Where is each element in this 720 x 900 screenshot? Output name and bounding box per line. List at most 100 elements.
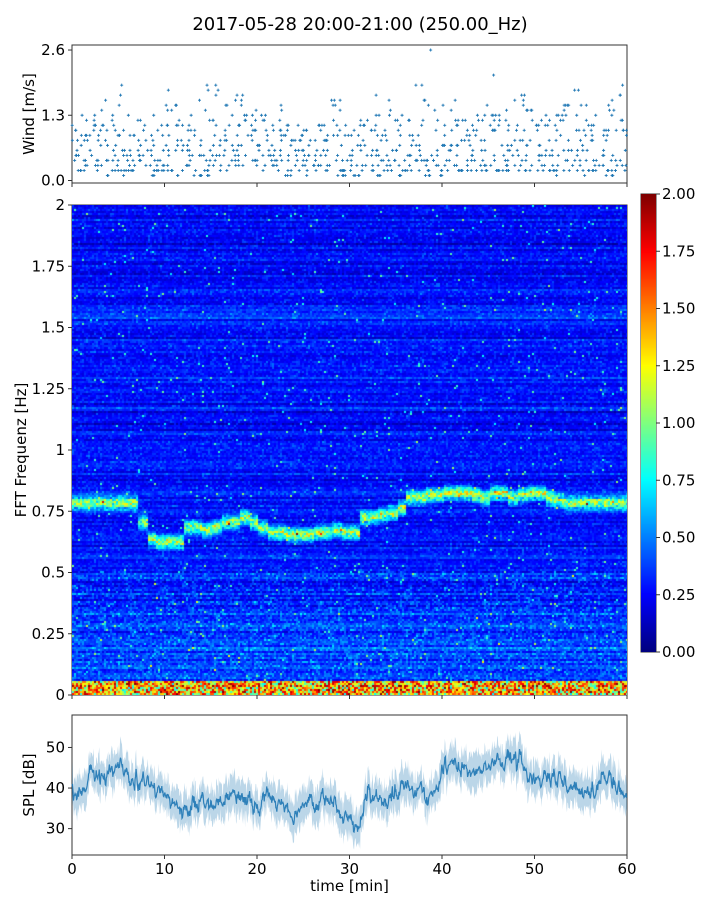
wind-point	[344, 123, 348, 127]
wind-point	[256, 143, 260, 147]
wind-point	[301, 158, 305, 162]
wind-point	[581, 143, 585, 147]
wind-point	[528, 138, 532, 142]
wind-point	[381, 158, 385, 162]
wind-point	[601, 163, 605, 167]
wind-point	[193, 128, 197, 132]
wind-point	[624, 163, 628, 167]
wind-point	[261, 153, 265, 157]
wind-point	[469, 168, 473, 172]
wind-point	[333, 103, 337, 107]
wind-point	[263, 113, 267, 117]
wind-point	[203, 108, 207, 112]
wind-point	[361, 138, 365, 142]
wind-point	[326, 133, 330, 137]
wind-point	[505, 163, 509, 167]
wind-point	[355, 163, 359, 167]
x-tick-label: 0	[67, 860, 77, 878]
wind-point	[551, 163, 555, 167]
wind-point	[610, 168, 614, 172]
wind-point	[335, 123, 339, 127]
wind-point	[244, 118, 248, 122]
wind-point	[300, 133, 304, 137]
wind-point	[590, 123, 594, 127]
wind-point	[271, 128, 275, 132]
wind-point	[245, 113, 249, 117]
wind-point	[388, 108, 392, 112]
wind-point	[350, 153, 354, 157]
wind-point	[577, 128, 581, 132]
wind-point	[460, 138, 464, 142]
wind-point	[139, 143, 143, 147]
wind-point	[475, 113, 479, 117]
wind-point	[161, 148, 165, 152]
wind-point	[270, 158, 274, 162]
colorbar	[641, 194, 656, 652]
wind-point	[349, 163, 353, 167]
wind-point	[187, 148, 191, 152]
wind-point	[141, 153, 145, 157]
wind-point	[148, 163, 152, 167]
wind-point	[307, 143, 311, 147]
wind-point	[352, 128, 356, 132]
wind-point	[497, 113, 501, 117]
wind-point	[324, 153, 328, 157]
x-tick-label: 30	[340, 860, 359, 878]
wind-point	[611, 153, 615, 157]
spl-spread-band	[72, 730, 627, 850]
wind-point	[385, 153, 389, 157]
wind-point	[278, 148, 282, 152]
wind-point	[284, 133, 288, 137]
wind-point	[239, 98, 243, 102]
wind-point	[483, 163, 487, 167]
wind-point	[117, 103, 121, 107]
wind-point	[275, 163, 279, 167]
wind-point	[583, 173, 587, 177]
wind-point	[213, 133, 217, 137]
wind-point	[186, 128, 190, 132]
wind-point	[535, 128, 539, 132]
wind-point	[231, 148, 235, 152]
wind-point	[604, 173, 608, 177]
wind-point	[184, 163, 188, 167]
colorbar-tick-label: 1.50	[662, 300, 695, 318]
axes-frame	[71, 44, 628, 184]
wind-point	[92, 118, 96, 122]
wind-point	[395, 118, 399, 122]
wind-point	[618, 158, 622, 162]
wind-point	[155, 168, 159, 172]
spl-line	[71, 748, 628, 834]
wind-point	[111, 148, 115, 152]
wind-point	[480, 148, 484, 152]
wind-point	[214, 93, 218, 97]
wind-point	[322, 148, 326, 152]
wind-point	[338, 108, 342, 112]
wind-point	[295, 158, 299, 162]
wind-point	[506, 128, 510, 132]
wind-point	[153, 158, 157, 162]
wind-point	[479, 163, 483, 167]
wind-point	[315, 148, 319, 152]
wind-point	[216, 88, 220, 92]
wind-point	[339, 143, 343, 147]
y-tick-label: 0.5	[41, 564, 65, 582]
wind-point	[536, 168, 540, 172]
wind-point	[548, 168, 552, 172]
wind-point	[103, 138, 107, 142]
wind-point	[327, 163, 331, 167]
wind-point	[279, 103, 283, 107]
wind-point	[234, 98, 238, 102]
wind-point	[614, 128, 618, 132]
wind-point	[560, 113, 564, 117]
wind-point	[579, 138, 583, 142]
wind-point	[500, 143, 504, 147]
wind-point	[485, 168, 489, 172]
wind-point	[207, 173, 211, 177]
wind-point	[97, 133, 101, 137]
wind-point	[215, 153, 219, 157]
wind-point	[112, 123, 116, 127]
wind-point	[544, 113, 548, 117]
wind-point	[164, 143, 168, 147]
wind-point	[570, 148, 574, 152]
wind-point	[234, 163, 238, 167]
